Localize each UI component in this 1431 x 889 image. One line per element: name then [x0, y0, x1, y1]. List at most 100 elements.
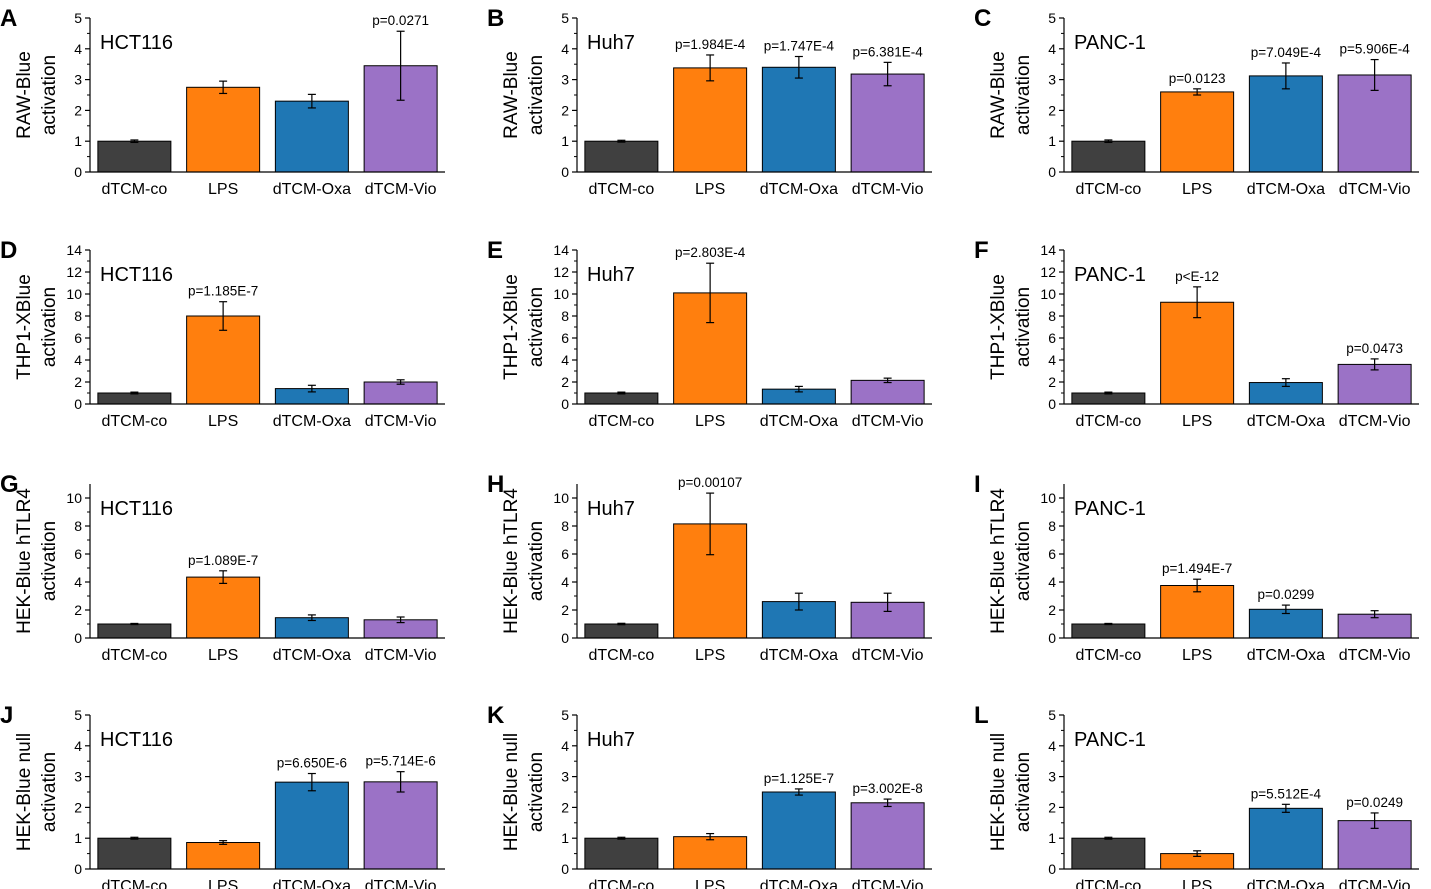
- category-label: LPS: [1182, 181, 1212, 198]
- y-tick-label: 2: [74, 102, 82, 118]
- category-label: dTCM-Vio: [1339, 413, 1411, 430]
- y-tick-label: 1: [1048, 133, 1056, 149]
- panel-c: C PANC-1 RAW-Blue activation dTCM-co p=0.0123…: [974, 5, 1419, 198]
- y-tick-label: 1: [561, 830, 569, 846]
- bar-dtcm-oxa: [761, 66, 836, 173]
- error-bar: [1193, 286, 1202, 319]
- y-tick-label: 0: [561, 164, 569, 180]
- error-bar: [219, 570, 228, 585]
- cell-line-label: HCT116: [100, 729, 173, 751]
- y-tick-label: 0: [74, 396, 82, 412]
- error-bar: [617, 139, 626, 143]
- category-label: dTCM-co: [1075, 413, 1141, 430]
- y-axis-label: RAW-Blue: [14, 51, 35, 139]
- y-axis-label: activation: [39, 55, 60, 135]
- y-tick-label: 4: [74, 41, 82, 57]
- y-tick-label: 6: [74, 330, 82, 346]
- y-tick-label: 2: [1048, 102, 1056, 118]
- panel-d: D HCT116 THP1-XBlue activation dTCM-co p=1.18…: [0, 237, 445, 430]
- y-tick-label: 14: [66, 242, 82, 258]
- cell-line-label: PANC-1: [1074, 729, 1146, 751]
- category-label: dTCM-Vio: [852, 647, 924, 664]
- p-value-label: p=1.185E-7: [188, 284, 258, 299]
- p-value-label: p<E-12: [1175, 269, 1219, 284]
- y-tick-label: 1: [561, 133, 569, 149]
- bar-dtcm-oxa: [1248, 75, 1323, 173]
- y-tick-label: 12: [66, 264, 82, 280]
- cell-line-label: Huh7: [587, 498, 635, 520]
- y-tick-label: 1: [1048, 830, 1056, 846]
- panel-letter: C: [974, 5, 991, 32]
- error-bar: [1104, 391, 1113, 395]
- category-label: dTCM-Vio: [1339, 647, 1411, 664]
- p-value-label: p=0.0299: [1258, 587, 1315, 602]
- y-tick-label: 3: [561, 769, 569, 785]
- panel-i: I PANC-1 HEK-Blue hTLR4 activation dTCM-co p=…: [974, 471, 1419, 664]
- error-bar: [883, 592, 892, 613]
- y-tick-label: 6: [561, 330, 569, 346]
- y-tick-label: 10: [1040, 490, 1056, 506]
- p-value-label: p=5.906E-4: [1340, 42, 1411, 57]
- bar-lps: [673, 67, 748, 173]
- y-axis-label: THP1-XBlue: [988, 274, 1009, 380]
- p-value-label: p=7.049E-4: [1251, 45, 1322, 60]
- category-label: dTCM-Vio: [1339, 878, 1411, 889]
- p-value-label: p=1.984E-4: [675, 37, 746, 52]
- cell-line-label: Huh7: [587, 32, 635, 54]
- y-axis-label: activation: [39, 521, 60, 601]
- panel-l: L PANC-1 HEK-Blue null activation dTCM-co LPS…: [974, 702, 1419, 889]
- y-axis-label: HEK-Blue hTLR4: [501, 488, 522, 634]
- y-tick-label: 8: [74, 308, 82, 324]
- bar-dtcm-oxa: [1248, 807, 1323, 870]
- cell-line-label: Huh7: [587, 729, 635, 751]
- category-label: dTCM-Oxa: [273, 647, 351, 664]
- y-axis-label: activation: [1013, 521, 1034, 601]
- y-tick-label: 3: [1048, 72, 1056, 88]
- category-label: dTCM-co: [588, 878, 654, 889]
- p-value-label: p=0.0249: [1346, 795, 1403, 810]
- bar-dtcm-vio: [1337, 74, 1412, 173]
- y-tick-label: 2: [1048, 799, 1056, 815]
- y-axis-label: THP1-XBlue: [501, 274, 522, 380]
- bar-dtcm-co: [97, 623, 172, 639]
- bar-dtcm-co: [97, 837, 172, 870]
- y-tick-label: 5: [561, 707, 569, 723]
- bar-lps: [1160, 585, 1235, 639]
- category-label: LPS: [1182, 413, 1212, 430]
- y-tick-label: 8: [561, 308, 569, 324]
- category-label: LPS: [208, 413, 238, 430]
- category-label: dTCM-Oxa: [1247, 878, 1325, 889]
- panel-g: G HCT116 HEK-Blue hTLR4 activation dTCM-co p=…: [0, 471, 445, 664]
- y-tick-label: 4: [74, 574, 82, 590]
- category-label: dTCM-Vio: [1339, 181, 1411, 198]
- category-label: dTCM-Vio: [365, 878, 437, 889]
- panel-e: E Huh7 THP1-XBlue activation dTCM-co p=2.803E…: [487, 237, 932, 430]
- y-tick-label: 2: [74, 799, 82, 815]
- y-tick-label: 2: [1048, 602, 1056, 618]
- y-tick-label: 1: [74, 133, 82, 149]
- bar-dtcm-co: [97, 392, 172, 405]
- error-bar: [883, 61, 892, 87]
- y-tick-label: 4: [74, 738, 82, 754]
- bar-lps: [186, 86, 261, 173]
- error-bar: [1281, 378, 1290, 387]
- p-value-label: p=0.00107: [678, 475, 742, 490]
- cell-line-label: PANC-1: [1074, 264, 1146, 286]
- error-bar: [1370, 812, 1379, 829]
- y-tick-label: 3: [74, 769, 82, 785]
- error-bar: [1281, 62, 1290, 90]
- y-tick-label: 0: [74, 861, 82, 877]
- y-axis-label: activation: [526, 55, 547, 135]
- category-label: LPS: [208, 878, 238, 889]
- category-label: dTCM-Oxa: [1247, 181, 1325, 198]
- bar-dtcm-co: [1071, 392, 1146, 405]
- y-tick-label: 6: [561, 546, 569, 562]
- y-axis-label: activation: [1013, 287, 1034, 367]
- panel-j: J HCT116 HEK-Blue null activation dTCM-co LPS…: [0, 702, 445, 889]
- y-tick-label: 8: [1048, 518, 1056, 534]
- bar-dtcm-vio: [850, 73, 925, 173]
- error-bar: [1281, 604, 1290, 615]
- y-tick-label: 0: [74, 164, 82, 180]
- y-axis-label: RAW-Blue: [501, 51, 522, 139]
- y-tick-label: 5: [1048, 707, 1056, 723]
